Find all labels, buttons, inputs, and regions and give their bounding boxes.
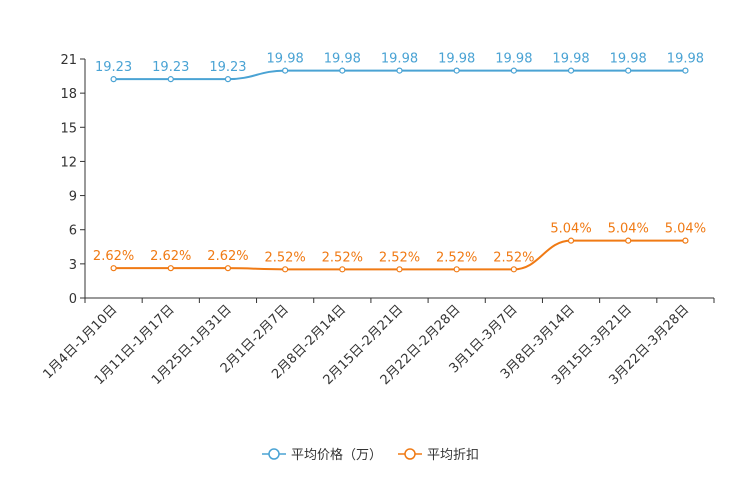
y-tick-label: 15: [60, 121, 77, 136]
data-label: 2.52%: [322, 250, 363, 265]
legend-item-0[interactable]: 平均价格（万）: [262, 447, 382, 463]
data-point[interactable]: [625, 67, 632, 74]
data-label: 19.98: [267, 52, 304, 67]
data-point[interactable]: [396, 266, 403, 273]
data-point[interactable]: [110, 265, 117, 272]
y-axis: 0 3 6 9 12 15 18 21: [60, 53, 86, 307]
y-tick-label: 9: [69, 190, 77, 205]
y-tick-label: 18: [60, 87, 77, 102]
data-point[interactable]: [510, 67, 517, 74]
data-point[interactable]: [339, 266, 346, 273]
y-tick-label: 3: [69, 258, 77, 273]
data-point[interactable]: [282, 67, 289, 74]
data-labels: 19.23 19.23 19.23 19.98 19.98 19.98 19.98 19.98…: [93, 52, 706, 266]
legend[interactable]: 平均价格（万） 平均折扣: [262, 447, 479, 463]
data-label: 19.23: [209, 60, 246, 75]
data-label: 2.52%: [379, 250, 420, 265]
data-point[interactable]: [453, 67, 460, 74]
legend-marker: [404, 448, 416, 460]
data-point[interactable]: [110, 76, 117, 83]
data-label: 2.62%: [150, 249, 191, 264]
y-tick-label: 12: [60, 155, 77, 170]
legend-item-1[interactable]: 平均折扣: [398, 448, 479, 463]
data-point[interactable]: [625, 237, 632, 244]
data-point[interactable]: [682, 67, 689, 74]
data-label: 2.62%: [207, 249, 248, 264]
data-point[interactable]: [224, 76, 232, 83]
data-label: 5.04%: [665, 222, 706, 237]
legend-label: 平均价格（万）: [291, 447, 382, 463]
data-point[interactable]: [224, 265, 232, 272]
legend-label: 平均折扣: [427, 448, 479, 463]
data-label: 5.04%: [550, 222, 591, 237]
y-tick-label: 21: [60, 53, 77, 68]
data-label: 19.98: [324, 52, 361, 67]
data-label: 19.23: [95, 60, 132, 75]
y-tick-label: 0: [69, 292, 77, 307]
data-label: 19.98: [381, 52, 418, 67]
data-point[interactable]: [396, 67, 403, 74]
data-label: 19.98: [667, 52, 704, 67]
data-point[interactable]: [510, 266, 517, 273]
data-point[interactable]: [167, 76, 174, 83]
x-axis: 1月4日-1月10日1月11日-1月17日1月25日-1月31日2月1日-2月7…: [40, 297, 715, 388]
data-label: 5.04%: [608, 222, 649, 237]
data-label: 2.62%: [93, 249, 134, 264]
data-point[interactable]: [339, 67, 346, 74]
data-point[interactable]: [682, 237, 689, 244]
data-label: 2.52%: [493, 250, 534, 265]
data-label: 19.98: [552, 52, 589, 67]
series-layer: [110, 67, 689, 273]
data-label: 19.23: [152, 60, 189, 75]
data-label: 19.98: [495, 52, 532, 67]
data-point[interactable]: [453, 266, 460, 273]
data-point[interactable]: [282, 266, 289, 273]
data-label: 2.52%: [264, 250, 305, 265]
data-point[interactable]: [567, 67, 575, 74]
data-label: 19.98: [610, 52, 647, 67]
legend-marker: [268, 448, 280, 460]
data-point[interactable]: [567, 237, 575, 244]
data-label: 19.98: [438, 52, 475, 67]
y-tick-label: 6: [69, 224, 77, 239]
data-label: 2.52%: [436, 250, 477, 265]
data-point[interactable]: [167, 265, 174, 272]
